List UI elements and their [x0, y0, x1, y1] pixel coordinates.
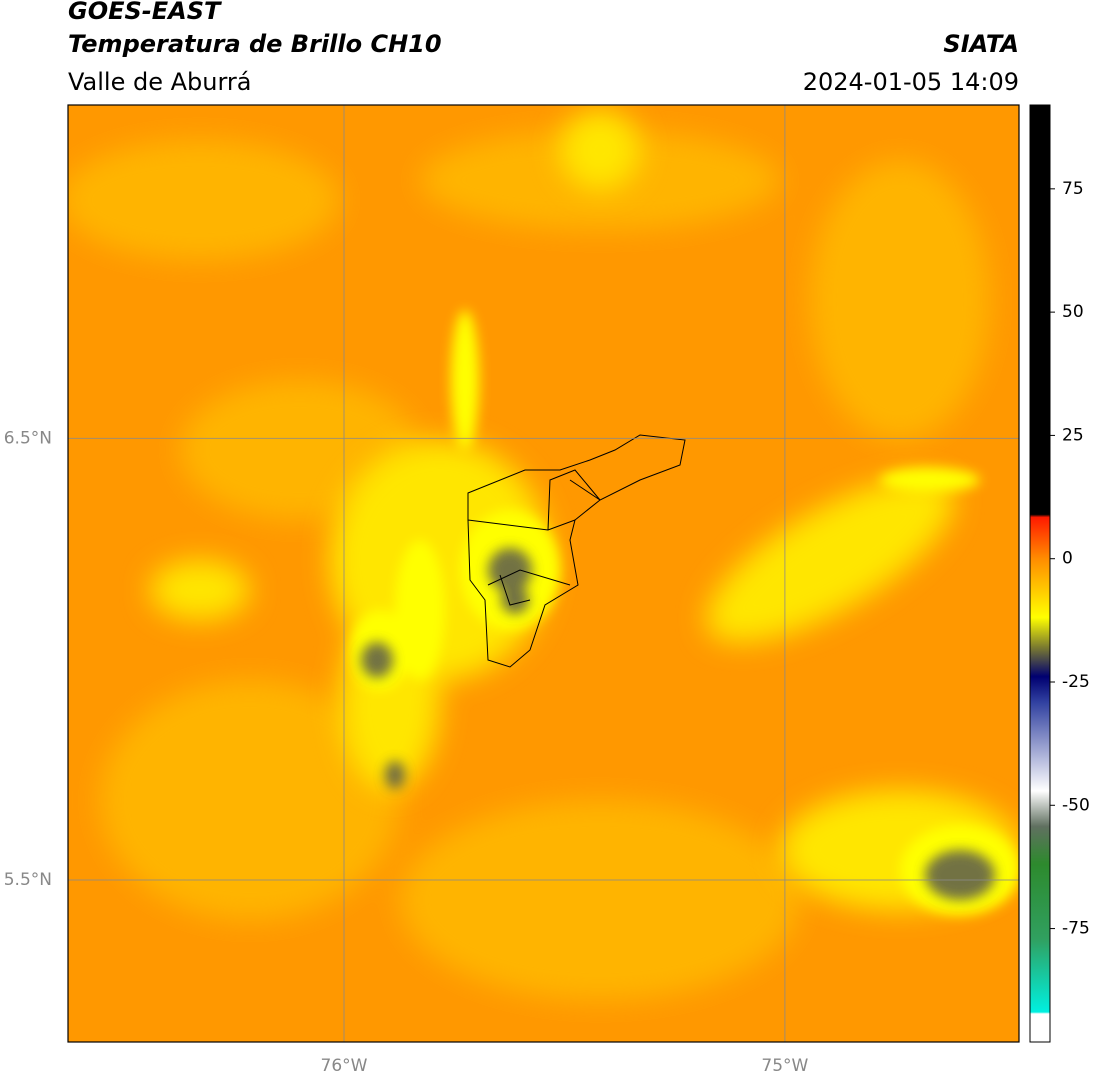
lat-label: 5.5°N	[4, 870, 52, 890]
datetime: 2024-01-05 14:09	[803, 68, 1019, 96]
colorbar-label: -25	[1062, 672, 1090, 692]
colorbar	[1029, 104, 1051, 1043]
title: GOES-EAST	[68, 0, 222, 25]
region: Valle de Aburrá	[68, 68, 252, 96]
colorbar-label: 50	[1062, 302, 1084, 322]
colorbar-label: -50	[1062, 795, 1090, 815]
lon-label: 75°W	[761, 1056, 808, 1076]
colorbar-label: -75	[1062, 919, 1090, 939]
source: SIATA	[943, 30, 1019, 58]
colorbar-label: 25	[1062, 425, 1084, 445]
satellite-image	[68, 105, 1019, 1042]
colorbar-label: 75	[1062, 179, 1084, 199]
map-frame	[67, 104, 1020, 1043]
region-boundary	[467, 434, 686, 668]
lat-label: 6.5°N	[4, 428, 52, 448]
subtitle: Temperatura de Brillo CH10	[68, 30, 442, 58]
colorbar-label: 0	[1062, 549, 1073, 569]
lon-label: 76°W	[321, 1056, 368, 1076]
